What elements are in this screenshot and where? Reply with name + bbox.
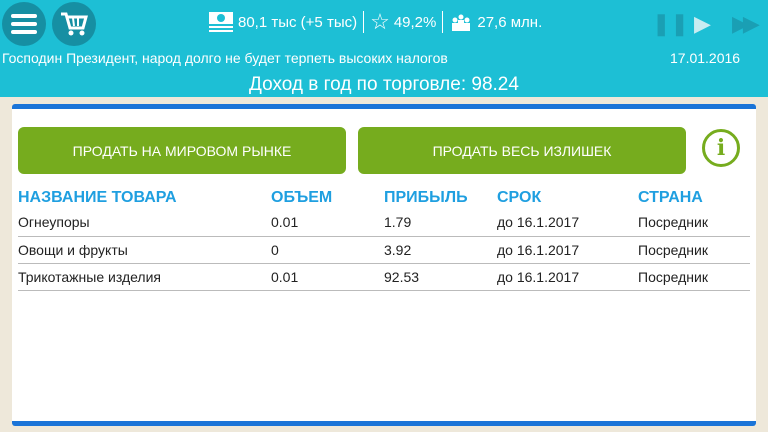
menu-button[interactable] xyxy=(2,2,46,46)
column-header: СТРАНА xyxy=(638,189,703,206)
sell-all-surplus-button[interactable]: ПРОДАТЬ ВЕСЬ ИЗЛИШЕК xyxy=(358,127,686,174)
profit: 92.53 xyxy=(384,263,497,291)
info-icon[interactable]: i xyxy=(702,129,740,167)
star-icon: ☆ xyxy=(370,9,390,34)
trade-income: Доход в год по торговле: 98.24 xyxy=(249,74,519,95)
volume: 0 xyxy=(271,236,384,264)
money-icon xyxy=(209,12,233,32)
population-value: 27,6 млн. xyxy=(477,13,543,31)
sell-world-market-button[interactable]: ПРОДАТЬ НА МИРОВОМ РЫНКЕ xyxy=(18,127,346,174)
country: Посредник xyxy=(638,236,750,264)
table-row[interactable]: Огнеупоры 0.01 1.79 до 16.1.2017 Посредник xyxy=(18,209,750,237)
play-icon[interactable]: ▶ xyxy=(694,11,711,36)
cart-icon xyxy=(61,12,88,36)
pause-icon[interactable]: ❚❚ xyxy=(652,11,689,36)
volume: 0.01 xyxy=(271,209,384,237)
shop-button[interactable] xyxy=(52,2,96,46)
term: до 16.1.2017 xyxy=(497,209,638,237)
goods-name: Огнеупоры xyxy=(18,209,271,237)
profit: 1.79 xyxy=(384,209,497,237)
menu-icon xyxy=(11,14,37,34)
divider xyxy=(442,11,444,33)
term: до 16.1.2017 xyxy=(497,263,638,291)
advisor-message: Господин Президент, народ долго не будет… xyxy=(2,50,448,66)
column-header: СРОК xyxy=(497,189,542,206)
money-value: 80,1 тыс (+5 тыс) xyxy=(238,13,358,31)
table-row[interactable]: Овощи и фрукты 0 3.92 до 16.1.2017 Посредник xyxy=(18,236,750,264)
country: Посредник xyxy=(638,263,750,291)
goods-name: Овощи и фрукты xyxy=(18,236,271,264)
game-date: 17.01.2016 xyxy=(670,50,741,66)
term: до 16.1.2017 xyxy=(497,236,638,264)
column-header: НАЗВАНИЕ ТОВАРА xyxy=(18,189,177,206)
profit: 3.92 xyxy=(384,236,497,264)
table-row[interactable]: Трикотажные изделия 0.01 92.53 до 16.1.2017… xyxy=(18,263,750,291)
country: Посредник xyxy=(638,209,750,237)
divider xyxy=(363,11,365,33)
volume: 0.01 xyxy=(271,263,384,291)
goods-table: НАЗВАНИЕ ТОВАРА ОБЪЕМ ПРИБЫЛЬ СРОК СТРАН… xyxy=(18,187,750,291)
goods-name: Трикотажные изделия xyxy=(18,263,271,291)
trade-panel: ПРОДАТЬ НА МИРОВОМ РЫНКЕ ПРОДАТЬ ВЕСЬ ИЗ… xyxy=(12,104,756,426)
top-bar: 80,1 тыс (+5 тыс) ☆ 49,2% 27,6 млн. ❚❚ ▶… xyxy=(0,0,768,97)
column-header: ОБЪЕМ xyxy=(271,189,333,206)
column-header: ПРИБЫЛЬ xyxy=(384,189,468,206)
population-icon xyxy=(452,14,471,31)
approval-value: 49,2% xyxy=(393,13,437,31)
fast-forward-icon[interactable]: ▶▶ xyxy=(732,11,760,36)
